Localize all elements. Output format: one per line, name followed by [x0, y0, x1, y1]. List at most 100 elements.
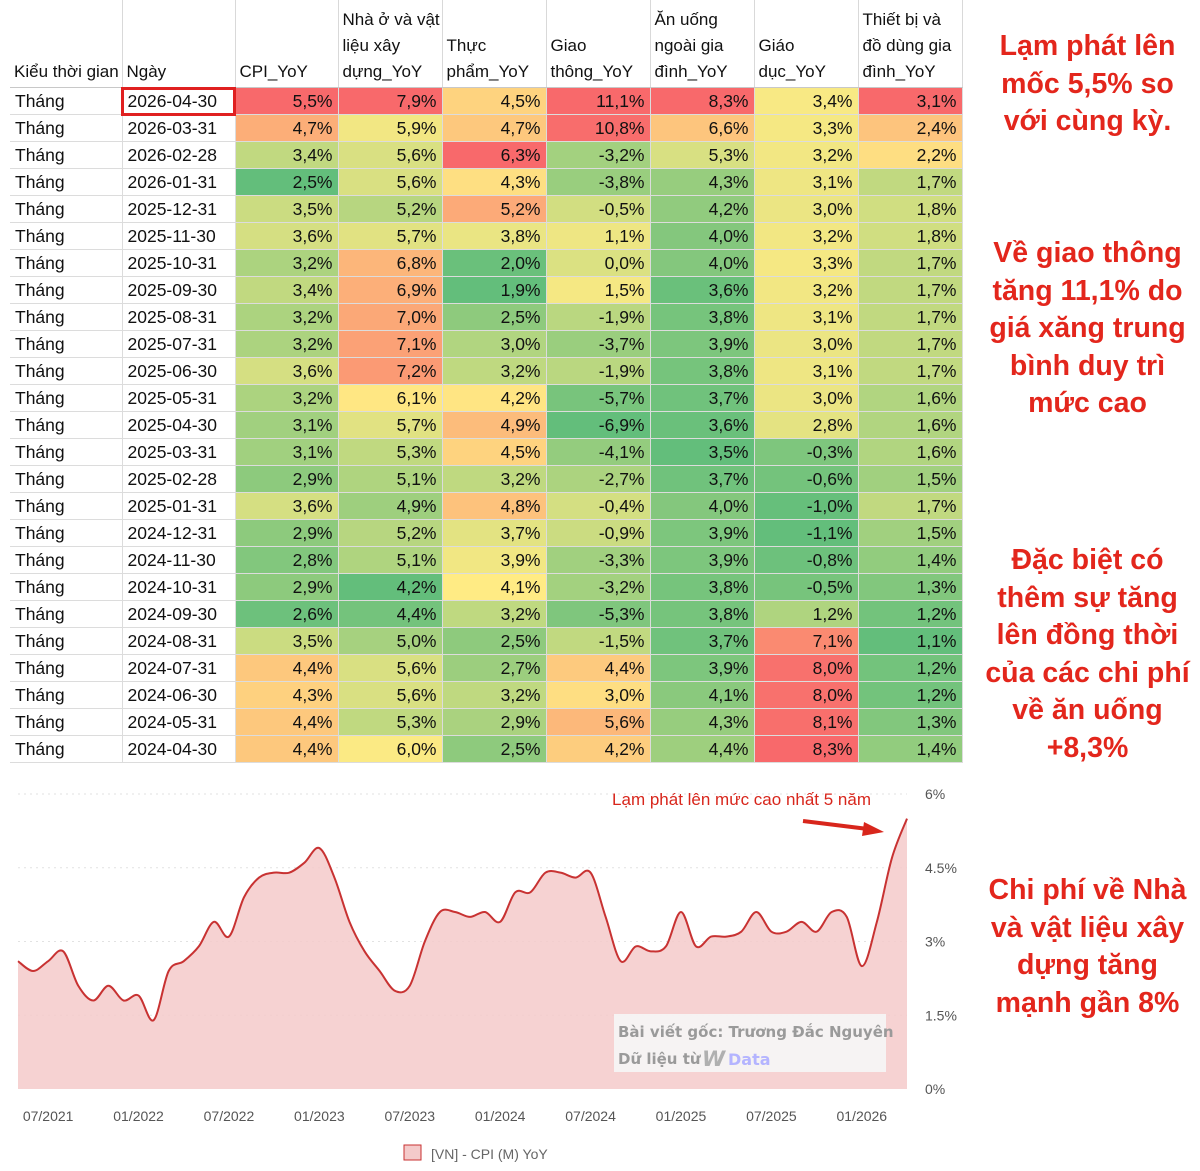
annotation-arrow — [802, 819, 884, 836]
cell-value: 6,1% — [338, 384, 443, 412]
table-row: Tháng 2024-04-30 4,4% 6,0% 2,5% 4,2% 4,4% 8,3% 1… — [10, 735, 963, 763]
cell-value: 3,4% — [235, 141, 339, 169]
cell-period-type: Tháng — [10, 465, 123, 493]
cell-value: 4,2% — [546, 735, 651, 763]
cell-value: 1,7% — [858, 249, 963, 277]
note-housing: Chi phí về Nhà và vật liệu xây dựng tăng… — [988, 874, 1187, 1019]
cell-date: 2024-12-31 — [122, 519, 236, 547]
cell-date: 2024-09-30 — [122, 600, 236, 628]
table-row: Tháng 2025-08-31 3,2% 7,0% 2,5% -1,9% 3,8% 3,1%… — [10, 303, 963, 331]
cell-period-type: Tháng — [10, 708, 123, 736]
cell-value: 1,2% — [754, 600, 859, 628]
cell-value: 5,6% — [338, 654, 443, 682]
cell-period-type: Tháng — [10, 627, 123, 655]
cell-value: 3,5% — [235, 627, 339, 655]
cell-value: -3,2% — [546, 573, 651, 601]
cell-value: 5,6% — [338, 168, 443, 196]
cell-date: 2024-11-30 — [122, 546, 236, 574]
table-row: Tháng 2025-05-31 3,2% 6,1% 4,2% -5,7% 3,7% 3,0%… — [10, 384, 963, 412]
cell-value: 4,7% — [235, 114, 339, 142]
cell-value: 4,0% — [650, 249, 755, 277]
header-an-uong: Ăn uống ngoài gia đình_YoY — [650, 0, 755, 88]
cell-value: 2,5% — [442, 303, 547, 331]
legend-label: [VN] - CPI (M) YoY — [431, 1146, 548, 1162]
cell-value: 7,9% — [338, 87, 443, 115]
cell-value: 1,5% — [858, 465, 963, 493]
header-cpi-yoy: CPI_YoY — [235, 0, 339, 88]
cell-value: -0,8% — [754, 546, 859, 574]
cell-date: 2025-11-30 — [122, 222, 236, 250]
cell-value: 3,1% — [858, 87, 963, 115]
cell-value: 5,1% — [338, 465, 443, 493]
cell-value: 5,5% — [235, 87, 339, 115]
chart-legend: [VN] - CPI (M) YoY — [403, 1144, 548, 1162]
side-notes: Lạm phát lên mốc 5,5% so với cùng kỳ. Về… — [980, 28, 1195, 1022]
cell-value: 1,3% — [858, 573, 963, 601]
cell-value: 0,0% — [546, 249, 651, 277]
cell-value: 3,1% — [754, 303, 859, 331]
cell-value: 3,0% — [754, 195, 859, 223]
cell-value: 1,1% — [546, 222, 651, 250]
cell-value: 7,0% — [338, 303, 443, 331]
cell-period-type: Tháng — [10, 195, 123, 223]
cell-period-type: Tháng — [10, 249, 123, 277]
x-tick-label: 01/2022 — [113, 1108, 164, 1124]
chart-annotation: Lạm phát lên mức cao nhất 5 năm — [612, 790, 871, 809]
cell-period-type: Tháng — [10, 303, 123, 331]
watermark-source: Dữ liệu từ — [618, 1050, 701, 1068]
x-tick-label: 01/2025 — [656, 1108, 707, 1124]
cell-date: 2026-01-31 — [122, 168, 236, 196]
y-tick-label: 1.5% — [925, 1007, 957, 1023]
cell-date: 2025-10-31 — [122, 249, 236, 277]
cell-value: 4,4% — [235, 735, 339, 763]
table-row: Tháng 2025-12-31 3,5% 5,2% 5,2% -0,5% 4,2% 3,0%… — [10, 195, 963, 223]
svg-text:W: W — [702, 1047, 726, 1071]
cell-value: 3,1% — [235, 411, 339, 439]
cell-value: 3,0% — [754, 384, 859, 412]
cell-value: 8,0% — [754, 654, 859, 682]
cell-value: -3,3% — [546, 546, 651, 574]
cell-value: 5,2% — [338, 519, 443, 547]
cell-value: 7,1% — [338, 330, 443, 358]
cell-value: 2,5% — [235, 168, 339, 196]
cell-date: 2024-07-31 — [122, 654, 236, 682]
cell-value: 2,2% — [858, 141, 963, 169]
cell-value: 6,3% — [442, 141, 547, 169]
cell-value: -3,2% — [546, 141, 651, 169]
cell-period-type: Tháng — [10, 168, 123, 196]
cpi-area-chart: 0% 1.5% 3% 4.5% 6% 07/2021 01/2022 07/2022 01/2… — [17, 786, 957, 1162]
cell-value: 4,4% — [235, 654, 339, 682]
cell-value: 4,4% — [546, 654, 651, 682]
note-transport: Về giao thông tăng 11,1% do giá xăng tru… — [989, 237, 1186, 420]
cell-value: 6,6% — [650, 114, 755, 142]
cpi-table: Kiểu thời gian Ngày CPI_YoY Nhà ở và vật… — [10, 0, 963, 763]
table-row: Tháng 2026-04-30 5,5% 7,9% 4,5% 11,1% 8,3% 3,4%… — [10, 86, 963, 116]
cell-date: 2025-04-30 — [122, 411, 236, 439]
cell-value: 1,2% — [858, 600, 963, 628]
cell-value: 3,9% — [650, 519, 755, 547]
cell-value: 3,1% — [754, 357, 859, 385]
cell-value: 3,2% — [754, 222, 859, 250]
cell-value: 3,8% — [650, 357, 755, 385]
cell-value: 3,2% — [235, 249, 339, 277]
cell-value: 3,2% — [442, 465, 547, 493]
cell-value: 8,3% — [650, 87, 755, 115]
cell-value: 3,1% — [754, 168, 859, 196]
cell-value: 2,8% — [235, 546, 339, 574]
cell-period-type: Tháng — [10, 384, 123, 412]
watermark-author: Bài viết gốc: Trương Đắc Nguyên — [618, 1022, 894, 1041]
cell-value: 2,5% — [442, 627, 547, 655]
cell-period-type: Tháng — [10, 357, 123, 385]
cell-value: 5,0% — [338, 627, 443, 655]
cell-date: 2024-10-31 — [122, 573, 236, 601]
header-thiet-bi: Thiết bị và đồ dùng gia đình_YoY — [858, 0, 963, 88]
cell-value: 3,6% — [235, 357, 339, 385]
x-tick-label: 01/2023 — [294, 1108, 345, 1124]
cell-value: -1,9% — [546, 303, 651, 331]
cell-value: 1,2% — [858, 681, 963, 709]
x-tick-label: 07/2021 — [23, 1108, 74, 1124]
cell-value: 5,3% — [650, 141, 755, 169]
x-tick-label: 07/2023 — [384, 1108, 435, 1124]
cell-value: 4,8% — [442, 492, 547, 520]
cell-value: 3,2% — [754, 141, 859, 169]
